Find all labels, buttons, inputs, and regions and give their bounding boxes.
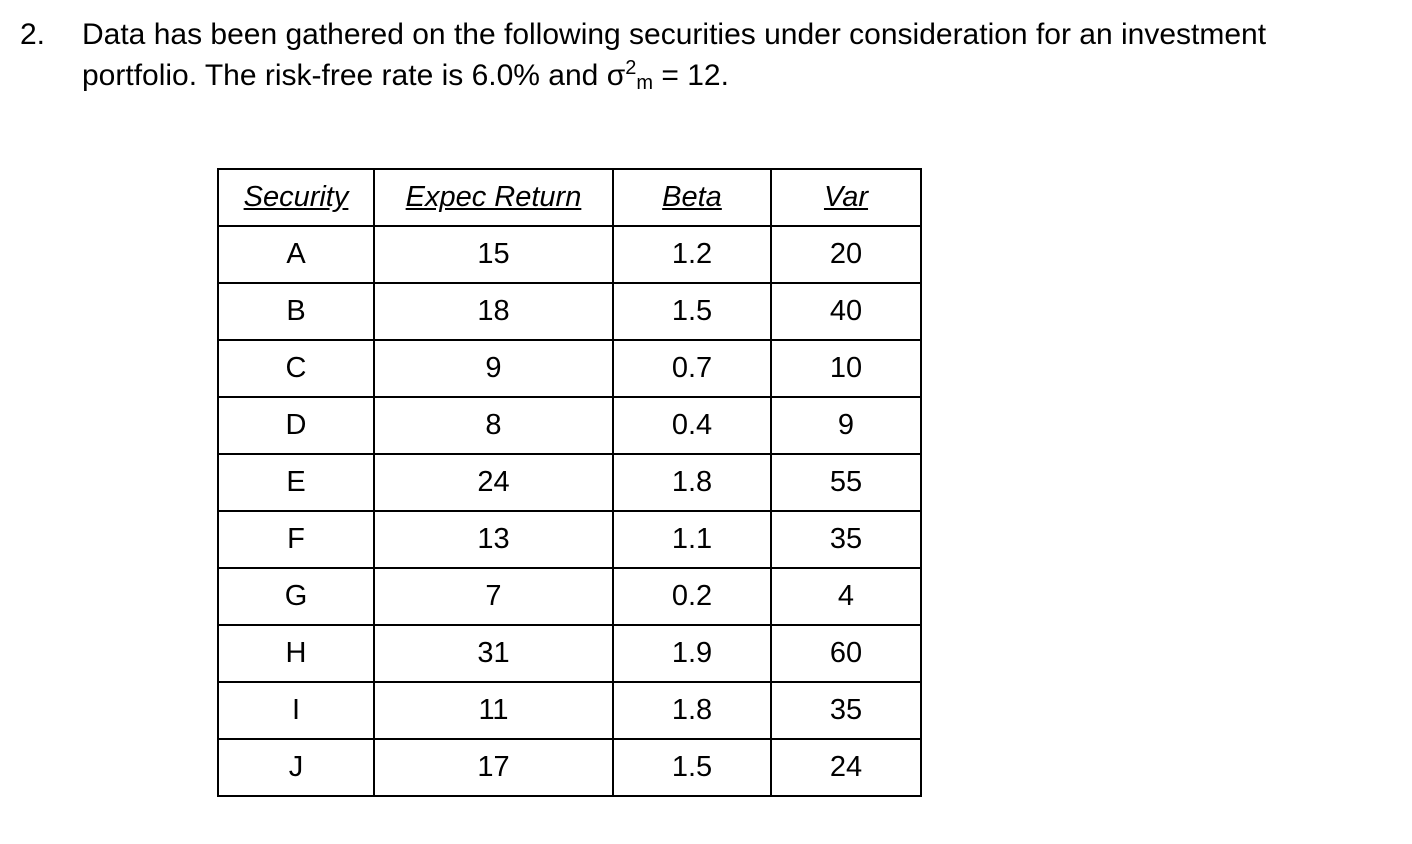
problem-statement: 2. Data has been gathered on the followi… — [20, 14, 1266, 96]
table-cell: 40 — [770, 282, 922, 341]
table-cell: 7 — [373, 567, 614, 626]
table-cell: 10 — [770, 339, 922, 398]
problem-line2-text: portfolio. The risk-free rate is 6.0% an… — [82, 59, 607, 92]
table-cell: 60 — [770, 624, 922, 683]
table-row: D 8 0.4 9 — [217, 396, 922, 455]
table-cell: 0.2 — [612, 567, 772, 626]
table-cell: 17 — [373, 738, 614, 797]
column-header-var: Var — [770, 168, 922, 227]
table-row: B 18 1.5 40 — [217, 282, 922, 341]
table-cell: 24 — [373, 453, 614, 512]
table-cell: 0.4 — [612, 396, 772, 455]
table-cell: 1.9 — [612, 624, 772, 683]
sigma-superscript: 2 — [625, 57, 637, 79]
problem-line2-suffix: = 12. — [653, 59, 729, 92]
table-row: A 15 1.2 20 — [217, 225, 922, 284]
table-cell: 0.7 — [612, 339, 772, 398]
problem-text: Data has been gathered on the following … — [82, 14, 1266, 96]
problem-line1-text: Data has been gathered on the following … — [82, 18, 1267, 51]
column-header-security: Security — [217, 168, 375, 227]
table-cell: 9 — [770, 396, 922, 455]
table-cell: H — [217, 624, 375, 683]
table-cell: 9 — [373, 339, 614, 398]
column-header-expec-return: Expec Return — [373, 168, 614, 227]
table-cell: 20 — [770, 225, 922, 284]
sigma-symbol: σ — [606, 59, 626, 92]
table-header-row: Security Expec Return Beta Var — [217, 168, 922, 227]
table-row: C 9 0.7 10 — [217, 339, 922, 398]
table-cell: 11 — [373, 681, 614, 740]
table-cell: F — [217, 510, 375, 569]
table-row: H 31 1.9 60 — [217, 624, 922, 683]
column-header-beta: Beta — [612, 168, 772, 227]
table-cell: C — [217, 339, 375, 398]
table-row: E 24 1.8 55 — [217, 453, 922, 512]
table-cell: A — [217, 225, 375, 284]
table-cell: 1.8 — [612, 681, 772, 740]
table-cell: 1.5 — [612, 738, 772, 797]
table-cell: 1.2 — [612, 225, 772, 284]
table-cell: 8 — [373, 396, 614, 455]
table-cell: D — [217, 396, 375, 455]
table-cell: 35 — [770, 681, 922, 740]
table-cell: 24 — [770, 738, 922, 797]
table-row: J 17 1.5 24 — [217, 738, 922, 797]
table-row: I 11 1.8 35 — [217, 681, 922, 740]
table-cell: 13 — [373, 510, 614, 569]
table-cell: 1.5 — [612, 282, 772, 341]
table-cell: I — [217, 681, 375, 740]
table-cell: 4 — [770, 567, 922, 626]
table-cell: G — [217, 567, 375, 626]
table-row: F 13 1.1 35 — [217, 510, 922, 569]
sigma-subscript: m — [636, 72, 654, 94]
table-cell: 35 — [770, 510, 922, 569]
table-cell: 1.1 — [612, 510, 772, 569]
problem-text-line1: Data has been gathered on the following … — [82, 14, 1266, 55]
problem-text-line2: portfolio. The risk-free rate is 6.0% an… — [82, 55, 1266, 96]
securities-table: Security Expec Return Beta Var A 15 1.2 20 B 18 1… — [217, 168, 922, 797]
table-cell: 18 — [373, 282, 614, 341]
table-cell: J — [217, 738, 375, 797]
table-cell: 1.8 — [612, 453, 772, 512]
table-cell: 55 — [770, 453, 922, 512]
table-cell: B — [217, 282, 375, 341]
table-cell: 15 — [373, 225, 614, 284]
problem-number: 2. — [20, 18, 46, 51]
table-row: G 7 0.2 4 — [217, 567, 922, 626]
table-cell: 31 — [373, 624, 614, 683]
table-cell: E — [217, 453, 375, 512]
